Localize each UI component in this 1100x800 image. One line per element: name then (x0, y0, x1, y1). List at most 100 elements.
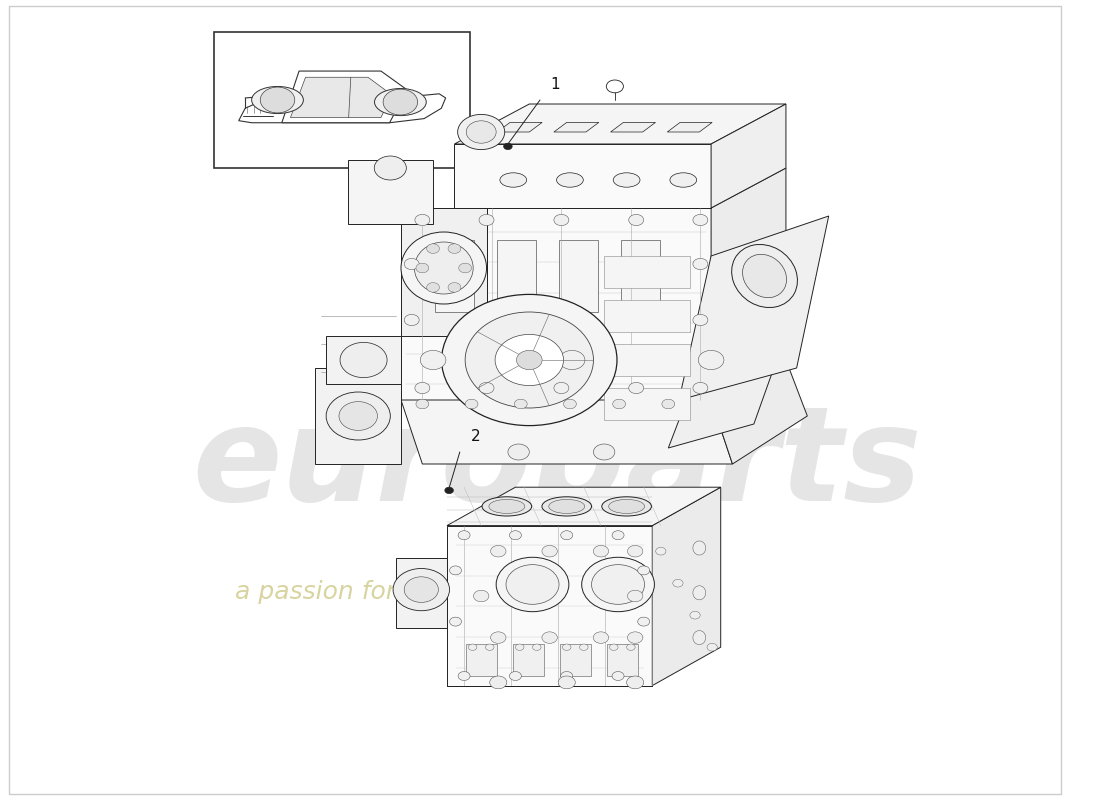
Bar (465, 644, 496, 676)
Bar (513, 644, 543, 676)
Circle shape (580, 644, 588, 650)
Circle shape (427, 244, 440, 254)
Circle shape (609, 644, 618, 650)
Circle shape (478, 382, 494, 394)
Circle shape (517, 350, 542, 370)
Polygon shape (402, 400, 733, 464)
Circle shape (450, 617, 462, 626)
Circle shape (629, 214, 644, 226)
Ellipse shape (415, 242, 473, 294)
Circle shape (612, 530, 624, 540)
Circle shape (404, 314, 419, 326)
Circle shape (465, 399, 478, 409)
Ellipse shape (402, 232, 486, 304)
Circle shape (629, 382, 644, 394)
Ellipse shape (506, 565, 559, 604)
Circle shape (561, 530, 573, 540)
Circle shape (542, 546, 558, 557)
Circle shape (495, 334, 563, 386)
Circle shape (612, 671, 624, 681)
Ellipse shape (742, 254, 786, 298)
Circle shape (491, 632, 506, 643)
Ellipse shape (374, 89, 426, 116)
Circle shape (458, 530, 470, 540)
Polygon shape (711, 360, 807, 464)
Circle shape (504, 143, 513, 150)
Bar (621, 240, 660, 312)
Polygon shape (326, 336, 402, 384)
Polygon shape (402, 208, 486, 336)
Circle shape (448, 244, 461, 254)
Circle shape (594, 444, 615, 460)
Bar (560, 644, 591, 676)
Circle shape (340, 342, 387, 378)
Bar (436, 240, 474, 312)
Circle shape (509, 671, 521, 681)
Bar (604, 344, 690, 376)
Bar (604, 388, 690, 420)
Circle shape (561, 671, 573, 681)
Circle shape (508, 444, 529, 460)
Circle shape (554, 382, 569, 394)
Circle shape (638, 566, 650, 575)
Circle shape (558, 676, 575, 689)
Polygon shape (711, 168, 785, 400)
Circle shape (478, 214, 494, 226)
Circle shape (662, 399, 674, 409)
Polygon shape (711, 104, 785, 208)
Circle shape (613, 399, 626, 409)
Circle shape (698, 350, 724, 370)
Ellipse shape (557, 173, 583, 187)
Circle shape (693, 214, 708, 226)
Bar (213, 32, 471, 168)
Circle shape (491, 546, 506, 557)
Circle shape (693, 314, 708, 326)
Ellipse shape (592, 565, 645, 604)
Ellipse shape (482, 497, 531, 516)
Ellipse shape (613, 173, 640, 187)
Ellipse shape (602, 497, 651, 516)
Polygon shape (396, 558, 447, 628)
Circle shape (450, 566, 462, 575)
Circle shape (404, 577, 439, 602)
Polygon shape (239, 94, 446, 122)
Ellipse shape (488, 499, 525, 514)
Circle shape (554, 214, 569, 226)
Circle shape (627, 546, 642, 557)
Circle shape (673, 579, 683, 587)
Ellipse shape (542, 497, 592, 516)
Polygon shape (402, 208, 711, 400)
Ellipse shape (582, 558, 654, 612)
Ellipse shape (608, 499, 645, 514)
Circle shape (563, 399, 576, 409)
Bar (607, 644, 638, 676)
Polygon shape (454, 104, 785, 144)
Circle shape (509, 530, 521, 540)
Polygon shape (447, 526, 652, 686)
Circle shape (459, 263, 472, 273)
Circle shape (420, 350, 446, 370)
Text: 1: 1 (551, 77, 560, 92)
Circle shape (559, 350, 585, 370)
Ellipse shape (693, 586, 706, 600)
Bar (604, 300, 690, 332)
Circle shape (393, 569, 450, 610)
Ellipse shape (252, 86, 304, 114)
Circle shape (490, 676, 507, 689)
Circle shape (562, 644, 571, 650)
Circle shape (627, 632, 642, 643)
Circle shape (532, 644, 541, 650)
Polygon shape (282, 71, 407, 122)
Ellipse shape (670, 173, 696, 187)
Circle shape (627, 676, 644, 689)
Ellipse shape (732, 245, 798, 307)
Circle shape (339, 402, 377, 430)
Polygon shape (679, 216, 828, 400)
Polygon shape (554, 122, 598, 132)
Ellipse shape (693, 541, 706, 555)
Circle shape (627, 590, 642, 602)
Ellipse shape (549, 499, 585, 514)
Circle shape (458, 671, 470, 681)
Circle shape (261, 87, 295, 113)
Circle shape (515, 399, 527, 409)
